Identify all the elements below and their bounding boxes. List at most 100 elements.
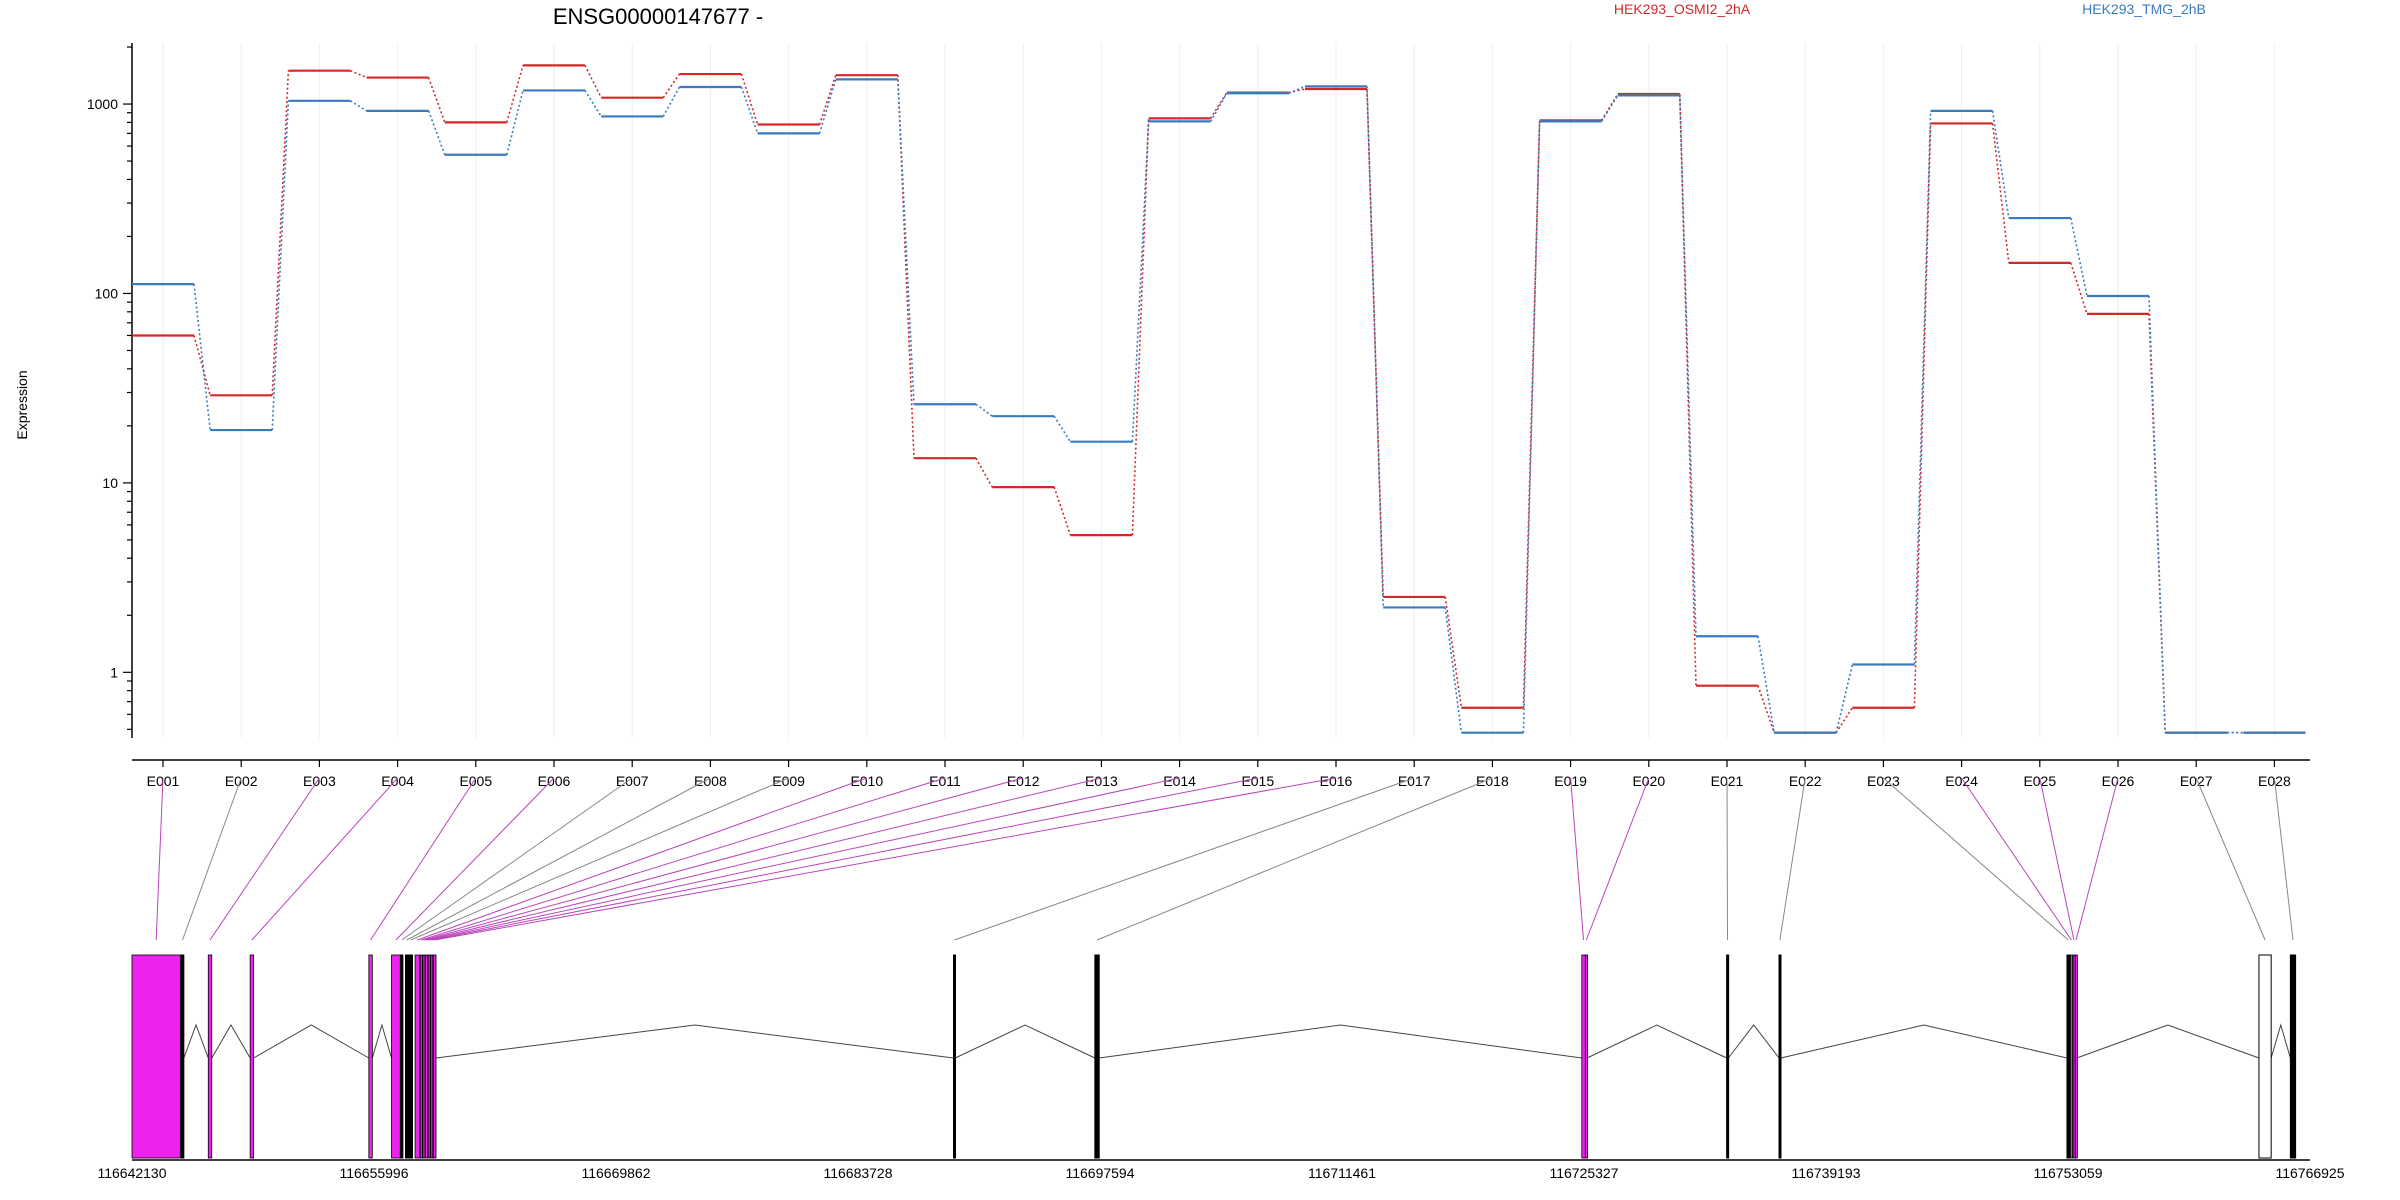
exon-link-lines	[155, 777, 2294, 941]
exon-link	[1883, 777, 2069, 941]
exon-link	[209, 777, 320, 941]
exon-block	[427, 954, 431, 1159]
exon-link	[410, 777, 789, 941]
x-tick-label: E015	[1241, 773, 1274, 789]
x-tick-label: E023	[1867, 773, 1900, 789]
exon-link	[954, 777, 1415, 941]
series-connector	[740, 73, 759, 125]
coordinate-label: 116739193	[1791, 1165, 1860, 1181]
exon-link	[423, 777, 1024, 941]
series-connector	[584, 89, 602, 117]
exon-block	[408, 954, 413, 1159]
coordinate-label: 116753059	[2033, 1165, 2102, 1181]
series-connector	[662, 73, 681, 99]
coordinate-label: 116642130	[97, 1165, 166, 1181]
series-connector	[193, 284, 211, 431]
exon-block	[2072, 954, 2076, 1159]
exon-link	[2039, 777, 2075, 941]
series-connector	[1053, 486, 1072, 536]
series-connector	[1913, 123, 1932, 708]
series-connector	[897, 79, 915, 405]
exon-link	[406, 777, 711, 941]
x-tick-label: E025	[2023, 773, 2056, 789]
coordinate-label: 116725327	[1549, 1165, 1618, 1181]
y-axis-label: Expression	[14, 370, 30, 439]
series-connector	[1600, 95, 1619, 122]
x-tick-label: E018	[1476, 773, 1509, 789]
exon-link	[2195, 777, 2266, 941]
series-connector	[897, 75, 915, 459]
x-tick-label: E003	[303, 773, 336, 789]
intron	[371, 1023, 393, 1059]
series-connector	[1366, 89, 1384, 597]
exon-link	[431, 777, 1258, 941]
series-connector	[1444, 596, 1463, 708]
series-connector	[1991, 123, 2010, 263]
coordinate-label: 116711461	[1308, 1165, 1376, 1181]
x-tick-label: E007	[616, 773, 649, 789]
legend-entry-osmi2: HEK293_OSMI2_2hA	[1614, 1, 1751, 17]
chart-title: ENSG00000147677 -	[553, 4, 763, 29]
series-connector	[350, 69, 367, 79]
intron	[955, 1024, 1096, 1059]
exon-link	[401, 777, 633, 941]
exon-block	[2289, 954, 2297, 1159]
series-connector	[1209, 92, 1228, 122]
legend-entry-tmg: HEK293_TMG_2hB	[2082, 1, 2206, 17]
exon-link	[434, 777, 1337, 941]
coordinate-label: 116655996	[339, 1165, 408, 1181]
y-tick-label: 10	[102, 475, 118, 491]
series-connector	[818, 74, 837, 125]
x-tick-label: E016	[1320, 773, 1353, 789]
intron	[183, 1023, 209, 1059]
x-tick-label: E002	[225, 773, 258, 789]
exon-block	[414, 954, 420, 1159]
x-tick-label: E020	[1632, 773, 1665, 789]
coordinate-label: 116669862	[581, 1165, 650, 1181]
intron	[1099, 1024, 1582, 1059]
exon-block	[430, 954, 434, 1159]
grid-lines	[162, 43, 2275, 738]
intron	[253, 1024, 370, 1059]
series-connector	[1757, 685, 1775, 733]
intron	[2270, 1023, 2291, 1059]
x-tick-label: E027	[2180, 773, 2213, 789]
series-connector	[2070, 262, 2088, 315]
exon-block	[1094, 954, 1100, 1159]
y-axis: 1 10 100 1000	[87, 43, 133, 738]
series-layer	[132, 64, 2306, 734]
series-connector	[1522, 120, 1541, 708]
x-tick-label: E012	[1007, 773, 1040, 789]
series-connector	[506, 65, 524, 123]
coordinate-label: 116683728	[823, 1165, 892, 1181]
exon-link	[2273, 777, 2294, 941]
series-connector	[1131, 118, 1150, 536]
exon-link	[421, 777, 946, 941]
exon-link	[426, 777, 1102, 941]
exon-link	[428, 777, 1180, 941]
exon-link	[370, 777, 477, 941]
x-tick-label: E005	[459, 773, 492, 789]
series-connector	[271, 100, 290, 431]
exon-block	[400, 954, 404, 1159]
series-connector	[1679, 95, 1697, 637]
intron	[1727, 1024, 1780, 1059]
series-connector	[506, 90, 524, 155]
genomic-coordinate-axis: 116642130 116655996 116669862 116683728 1166…	[97, 1159, 2345, 1181]
x-tick-label: E014	[1163, 773, 1196, 789]
x-tick-label: E010	[850, 773, 883, 789]
series-connector	[1522, 121, 1541, 733]
y-tick-label: 1000	[87, 96, 118, 112]
series-connector	[1444, 607, 1463, 733]
series-connector	[2148, 295, 2166, 733]
exon-block	[952, 954, 956, 1159]
series-connector	[1288, 88, 1306, 94]
series-connector	[1053, 415, 1072, 443]
x-tick-label: E022	[1789, 773, 1822, 789]
exon-link	[1779, 777, 1806, 941]
exon-link	[395, 777, 555, 941]
gene-model	[131, 954, 2297, 1159]
exon-block	[1778, 954, 1782, 1159]
exon-link	[1726, 777, 1729, 941]
